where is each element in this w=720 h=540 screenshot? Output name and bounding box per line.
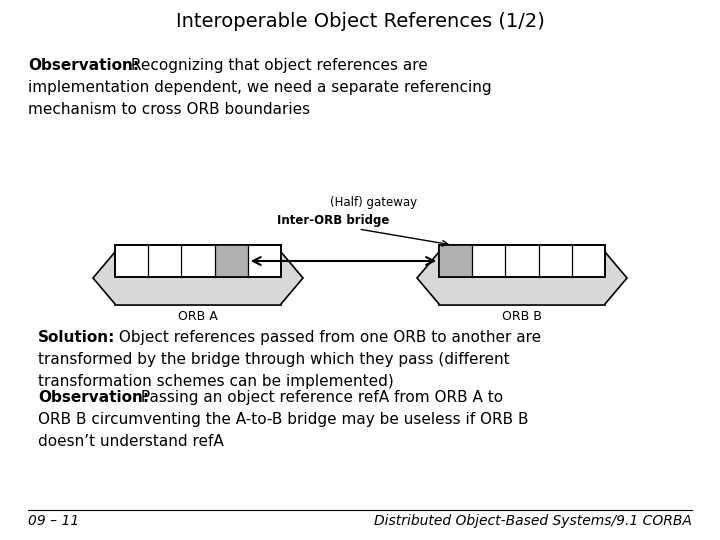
Bar	[439, 245, 472, 277]
Bar	[439, 245, 605, 277]
Text: transformation schemes can be implemented): transformation schemes can be implemente…	[38, 374, 394, 389]
Text: ORB A: ORB A	[178, 310, 218, 323]
Text: transformed by the bridge through which they pass (different: transformed by the bridge through which …	[38, 352, 510, 367]
Text: Observation:: Observation:	[28, 58, 139, 73]
Bar	[115, 245, 281, 277]
Text: Interoperable Object References (1/2): Interoperable Object References (1/2)	[176, 12, 544, 31]
Bar	[439, 245, 605, 277]
Text: Recognizing that object references are: Recognizing that object references are	[126, 58, 428, 73]
Text: 09 – 11: 09 – 11	[28, 514, 79, 528]
Text: ORB B: ORB B	[502, 310, 542, 323]
Polygon shape	[93, 251, 303, 305]
Text: implementation dependent, we need a separate referencing: implementation dependent, we need a sepa…	[28, 80, 492, 95]
Text: doesn’t understand refA: doesn’t understand refA	[38, 434, 224, 449]
Text: Observation:: Observation:	[38, 390, 149, 405]
Text: (Half) gateway: (Half) gateway	[330, 196, 417, 209]
Text: Distributed Object-Based Systems/9.1 CORBA: Distributed Object-Based Systems/9.1 COR…	[374, 514, 692, 528]
Text: Passing an object reference refA from ORB A to: Passing an object reference refA from OR…	[136, 390, 503, 405]
Polygon shape	[417, 251, 627, 305]
Text: Inter-ORB bridge: Inter-ORB bridge	[277, 214, 390, 227]
Text: mechanism to cross ORB boundaries: mechanism to cross ORB boundaries	[28, 102, 310, 117]
Text: Object references passed from one ORB to another are: Object references passed from one ORB to…	[114, 330, 541, 345]
Bar	[215, 245, 248, 277]
Text: Solution:: Solution:	[38, 330, 115, 345]
Text: ORB B circumventing the A-to-B bridge may be useless if ORB B: ORB B circumventing the A-to-B bridge ma…	[38, 412, 528, 427]
Bar	[115, 245, 281, 277]
